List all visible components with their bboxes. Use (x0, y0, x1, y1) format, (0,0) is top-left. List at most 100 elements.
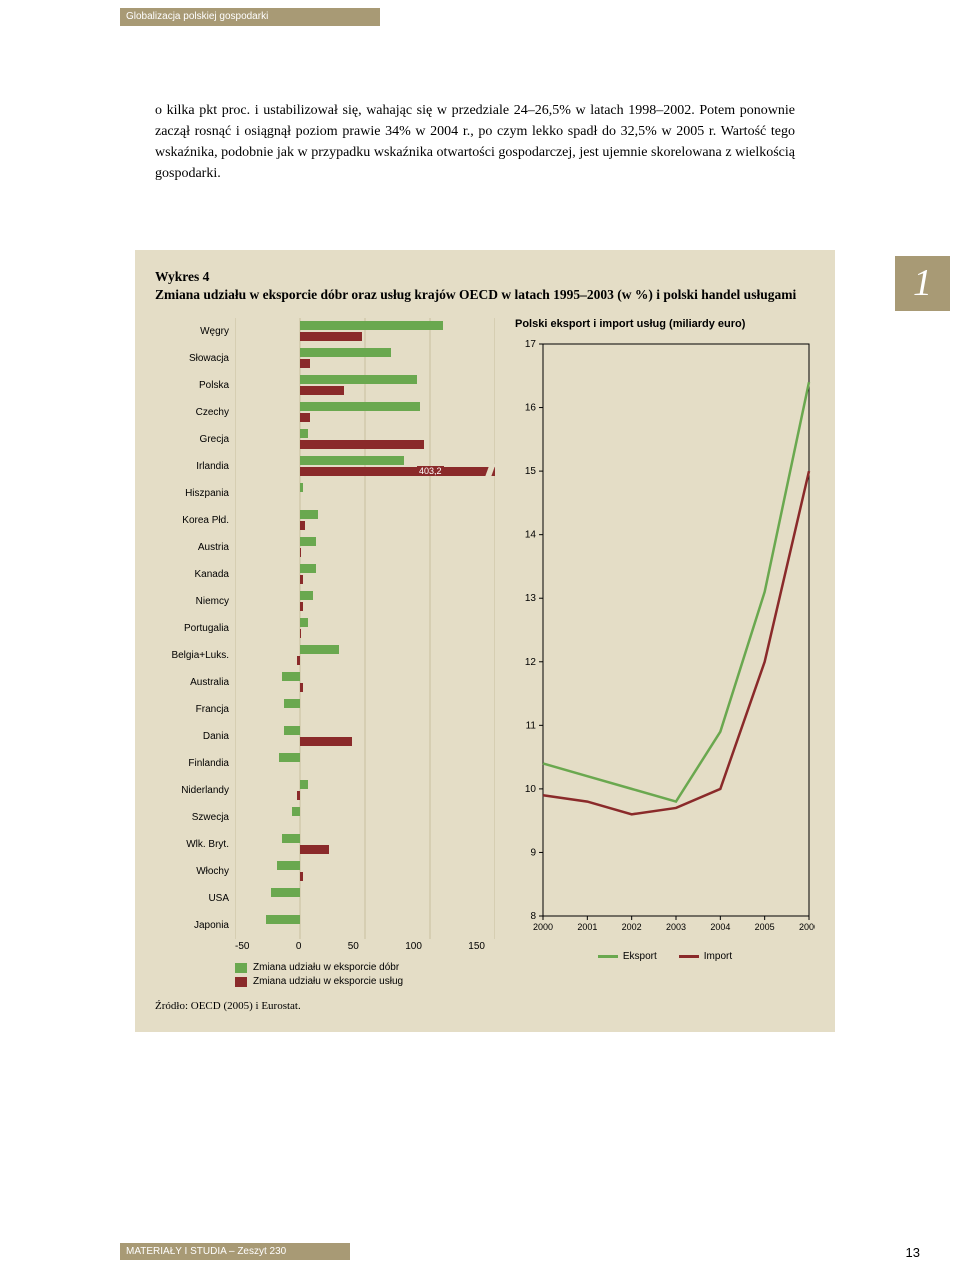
bar-category-label: Włochy (155, 866, 235, 877)
outlier-label: 403,2 (417, 466, 444, 476)
line-y-tick: 9 (530, 847, 536, 858)
line-series-eksport (543, 382, 809, 801)
bar-x-axis: -50050100150 (235, 941, 485, 952)
line-x-tick: 2001 (577, 922, 597, 932)
chart-title: Wykres 4 Zmiana udziału w eksporcie dóbr… (155, 268, 815, 304)
bar-row: Węgry (155, 318, 485, 345)
bar-legend-goods: Zmiana udziału w eksporcie dóbr (235, 962, 485, 973)
bar-services (300, 683, 303, 692)
bar-row: USA (155, 885, 485, 912)
bar-goods (279, 753, 300, 762)
line-legend: Eksport Import (515, 951, 815, 962)
bar-row: Japonia (155, 912, 485, 939)
line-x-tick: 2002 (622, 922, 642, 932)
bar-services (300, 521, 305, 530)
bar-row: Włochy (155, 858, 485, 885)
bar-row: Dania (155, 723, 485, 750)
bar-category-label: Wlk. Bryt. (155, 839, 235, 850)
line-y-tick: 10 (525, 784, 537, 795)
line-y-tick: 8 (530, 911, 536, 922)
bar-category-label: Irlandia (155, 461, 235, 472)
bar-services (300, 359, 310, 368)
bar-goods (300, 564, 316, 573)
page-number: 13 (906, 1245, 920, 1260)
bar-row: Irlandia 403,2 (155, 453, 485, 480)
bar-category-label: Japonia (155, 920, 235, 931)
bar-services (300, 872, 303, 881)
line-chart-title: Polski eksport i import usług (miliardy … (515, 318, 815, 331)
bar-x-tick: 50 (348, 941, 359, 952)
bar-services (300, 440, 424, 449)
bar-services (300, 737, 352, 746)
bar-goods (300, 780, 308, 789)
bar-row: Szwecja (155, 804, 485, 831)
bar-row: Australia (155, 669, 485, 696)
bar-category-label: Australia (155, 677, 235, 688)
bar-services (300, 332, 362, 341)
bar-services (300, 602, 303, 611)
line-x-tick: 2003 (666, 922, 686, 932)
line-y-tick: 16 (525, 402, 537, 413)
bar-goods (300, 537, 316, 546)
bar-category-label: Francja (155, 704, 235, 715)
chart-container: Wykres 4 Zmiana udziału w eksporcie dóbr… (135, 250, 835, 1032)
bar-goods (300, 591, 313, 600)
bar-row: Belgia+Luks. (155, 642, 485, 669)
bar-services (300, 548, 301, 557)
bar-category-label: Czechy (155, 407, 235, 418)
bar-goods (300, 456, 404, 465)
bar-goods (300, 483, 303, 492)
bar-goods (277, 861, 300, 870)
bar-services (300, 845, 329, 854)
line-x-tick: 2004 (710, 922, 730, 932)
legend-label-import: Import (704, 951, 732, 962)
bar-category-label: Niderlandy (155, 785, 235, 796)
bar-row: Hiszpania (155, 480, 485, 507)
line-x-tick: 2006 (799, 922, 815, 932)
legend-label-services: Zmiana udziału w eksporcie usług (253, 976, 403, 987)
bar-goods (300, 348, 391, 357)
bar-category-label: Korea Płd. (155, 515, 235, 526)
chart-title-desc: Zmiana udziału w eksporcie dóbr oraz usł… (155, 287, 796, 302)
footer-band: MATERIAŁY I STUDIA – Zeszyt 230 (120, 1243, 350, 1260)
bar-row: Czechy (155, 399, 485, 426)
footer: MATERIAŁY I STUDIA – Zeszyt 230 13 (120, 1241, 920, 1260)
bar-legend-services: Zmiana udziału w eksporcie usług (235, 976, 485, 987)
bar-category-label: USA (155, 893, 235, 904)
bar-category-label: Węgry (155, 326, 235, 337)
bar-goods (282, 834, 300, 843)
bar-category-label: Portugalia (155, 623, 235, 634)
line-y-tick: 12 (525, 656, 537, 667)
bar-goods (282, 672, 300, 681)
bar-x-tick: 150 (468, 941, 485, 952)
bar-legend: Zmiana udziału w eksporcie dóbr Zmiana u… (235, 962, 485, 987)
bar-row: Niderlandy (155, 777, 485, 804)
bar-row: Grecja (155, 426, 485, 453)
bar-goods (284, 726, 300, 735)
body-paragraph: o kilka pkt proc. i ustabilizował się, w… (155, 100, 795, 184)
header-band: Globalizacja polskiej gospodarki (120, 8, 380, 26)
line-x-tick: 2000 (533, 922, 553, 932)
bar-row: Korea Płd. (155, 507, 485, 534)
chart-source: Źródło: OECD (2005) i Eurostat. (155, 1000, 815, 1012)
line-legend-import: Import (679, 951, 732, 962)
bar-category-label: Dania (155, 731, 235, 742)
bar-x-tick: 100 (405, 941, 422, 952)
bar-goods (292, 807, 300, 816)
bar-services (300, 629, 301, 638)
line-chart: Polski eksport i import usług (miliardy … (515, 318, 815, 961)
bar-goods (300, 618, 308, 627)
bar-category-label: Szwecja (155, 812, 235, 823)
bar-goods (300, 321, 443, 330)
line-y-tick: 15 (525, 466, 537, 477)
bar-category-label: Hiszpania (155, 488, 235, 499)
section-number-badge: 1 (895, 256, 950, 311)
bar-row: Portugalia (155, 615, 485, 642)
bar-category-label: Kanada (155, 569, 235, 580)
bar-services (300, 413, 310, 422)
bar-goods (300, 429, 308, 438)
bar-category-label: Niemcy (155, 596, 235, 607)
bar-services (300, 386, 344, 395)
bar-category-label: Polska (155, 380, 235, 391)
bar-category-label: Finlandia (155, 758, 235, 769)
